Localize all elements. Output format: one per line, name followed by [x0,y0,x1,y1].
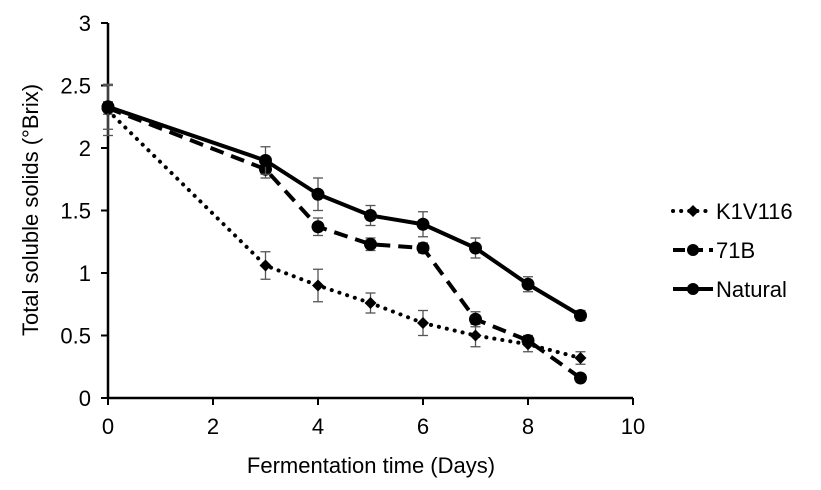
x-tick-label: 8 [522,414,534,439]
y-tick-label: 2.5 [60,74,91,99]
series-k1v116 [102,84,587,365]
data-point [311,187,325,201]
x-tick-label: 10 [621,414,645,439]
data-point [364,297,377,309]
data-point [574,309,587,322]
data-point [521,334,535,347]
data-point [574,371,587,385]
legend-marker [687,244,699,256]
data-point [521,277,535,291]
series-71b [101,101,587,385]
data-point [364,237,377,251]
y-tick-label: 1 [79,261,91,286]
x-axis-label: Fermentation time (Days) [247,453,495,478]
data-point [417,317,429,329]
legend-label: 71B [716,238,755,263]
series-line-71b [107,106,582,380]
legend: K1V116 71B Natural [671,199,793,302]
legend-marker [687,283,699,295]
data-point [416,241,430,255]
data-point [311,220,325,234]
y-tick-label: 0.5 [60,324,91,349]
y-tick-label: 1.5 [60,199,91,224]
data-point [469,329,482,342]
x-tick-label: 4 [312,414,324,439]
data-point [259,154,272,167]
legend-item-71b: 71B [673,238,755,263]
axes: 0 0.5 1 1.5 2 2.5 3 0 2 4 6 8 10 [60,11,645,439]
data-point [574,352,587,364]
series-line-k1v116 [106,108,583,360]
data-point [469,312,482,326]
legend-item-natural: Natural [673,277,787,302]
data-point [312,279,324,292]
y-axis-label: Total soluble solids (°Brix) [18,84,43,336]
y-tick-label: 3 [79,11,91,36]
legend-marker [687,205,699,217]
legend-label: K1V116 [716,199,793,224]
data-point [364,209,377,222]
y-tick-label: 0 [79,386,91,411]
x-tick-label: 0 [102,414,114,439]
legend-item-k1v116: K1V116 [671,199,793,224]
data-point [101,100,115,114]
y-tick-label: 2 [79,136,91,161]
series-natural [101,83,587,322]
data-point [469,241,482,255]
legend-label: Natural [716,277,787,302]
data-point [259,259,272,272]
x-tick-label: 2 [207,414,219,439]
data-point [416,217,430,231]
x-tick-label: 6 [417,414,429,439]
series-layer [101,83,587,385]
series-line-natural [107,104,582,318]
